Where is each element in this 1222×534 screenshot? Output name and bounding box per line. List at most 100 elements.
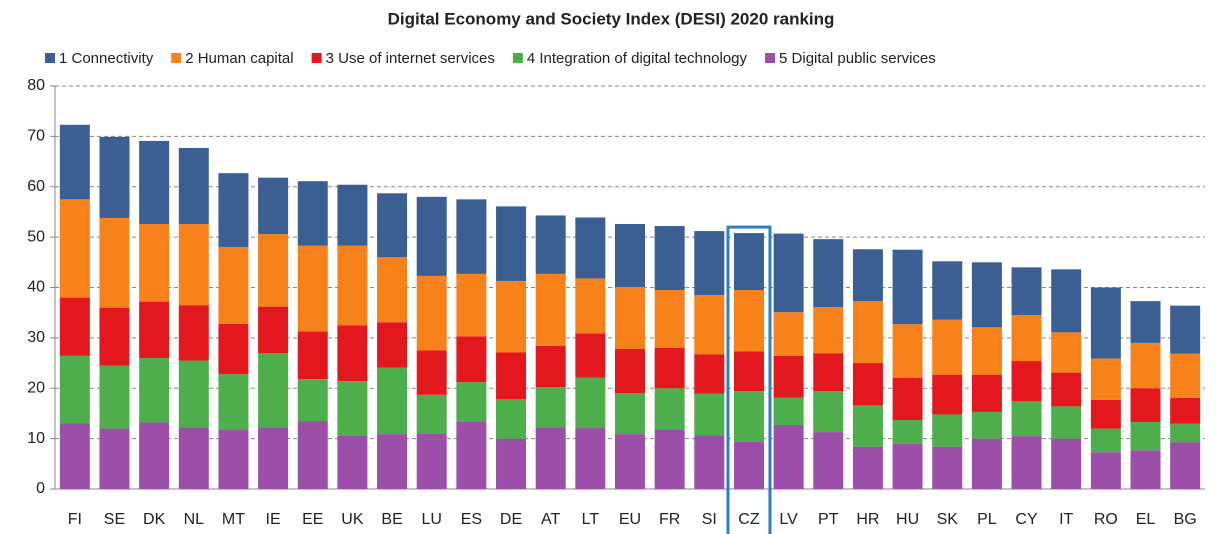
x-tick-label: BE (381, 511, 402, 528)
bar-segment (1011, 436, 1042, 489)
bar-segment (932, 319, 963, 375)
y-tick-label: 80 (27, 77, 45, 94)
bar-segment (258, 234, 289, 307)
bar-segment (258, 306, 289, 353)
bar-segment (1130, 422, 1161, 451)
bar-segment (932, 374, 963, 415)
bar-segment (416, 433, 447, 489)
y-tick-label: 30 (27, 329, 45, 346)
bar-segment (773, 397, 804, 426)
x-tick-label: PL (977, 511, 997, 528)
bar-segment (139, 422, 170, 489)
bar-segment (99, 365, 130, 429)
y-tick-label: 20 (27, 379, 45, 396)
bar-segment (654, 290, 685, 348)
bar-segment (456, 382, 487, 423)
bar-segment (258, 177, 289, 235)
legend-label: 2 Human capital (185, 50, 293, 67)
bar-segment (416, 350, 447, 395)
bar-segment (1130, 388, 1161, 423)
bar-segment (496, 399, 527, 439)
bar-segment (575, 333, 606, 378)
bar-segment (733, 391, 764, 442)
bar-segment (99, 217, 130, 308)
x-tick-label: RO (1094, 511, 1118, 528)
x-tick-label: DK (143, 511, 166, 528)
bar-segment (297, 421, 328, 489)
bar-segment (377, 257, 408, 323)
bar-segment (1170, 423, 1201, 443)
bar-segment (496, 206, 527, 281)
bar-segment (1090, 452, 1121, 489)
bar-segment (852, 249, 883, 302)
bar-segment (178, 147, 209, 225)
bar-segment (99, 428, 130, 489)
x-tick-label: LV (779, 511, 798, 528)
bar-segment (892, 377, 923, 420)
bar-segment (694, 393, 725, 436)
bar-segment (733, 351, 764, 392)
bar-segment (416, 196, 447, 276)
bar-segment (535, 427, 566, 489)
bar-segment (773, 356, 804, 398)
bar-segment (733, 233, 764, 291)
bar-segment (615, 224, 645, 287)
bar-segment (59, 355, 90, 424)
bar-segment (337, 435, 368, 489)
bar-segment (575, 377, 606, 429)
bar-segment (615, 348, 645, 394)
bar-segment (1051, 269, 1082, 333)
bar-segment (971, 374, 1002, 412)
x-tick-label: IT (1059, 511, 1073, 528)
bar-segment (892, 249, 923, 325)
x-tick-label: SI (702, 511, 717, 528)
bar-segment (178, 224, 209, 306)
y-tick-label: 0 (36, 480, 45, 497)
bar-segment (139, 301, 170, 359)
bar-segment (496, 438, 527, 489)
bar-segment (258, 427, 289, 489)
bar-segment (416, 275, 447, 351)
bar-segment (1170, 305, 1201, 354)
bar-segment (813, 432, 844, 489)
bar-segment (773, 233, 804, 313)
bar-segment (971, 411, 1002, 439)
legend-swatch (311, 53, 322, 63)
x-tick-label: LU (421, 511, 441, 528)
legend-swatch (765, 53, 776, 63)
y-tick-label: 50 (27, 228, 45, 245)
bar-segment (258, 352, 289, 428)
bar-segment (1011, 267, 1042, 316)
bar-segment (99, 136, 130, 218)
bar-segment (535, 215, 566, 274)
bar-segment (337, 325, 368, 382)
bar-segment (1090, 399, 1121, 429)
bar-segment (337, 381, 368, 436)
bar-segment (1090, 358, 1121, 400)
bar-segment (575, 217, 606, 279)
bar-segment (694, 295, 725, 355)
bar-segment (813, 391, 844, 433)
bar-segment (1051, 332, 1082, 373)
bar-segment (1090, 287, 1121, 359)
bar-segment (813, 239, 844, 308)
bar-segment (813, 307, 844, 354)
x-tick-label: CY (1015, 511, 1038, 528)
x-tick-label: MT (222, 511, 245, 528)
bar-segment (178, 305, 209, 361)
bar-segment (416, 394, 447, 434)
bar-segment (852, 405, 883, 447)
bar-segment (496, 352, 527, 400)
bar-segment (1170, 397, 1201, 424)
x-tick-label: EE (302, 511, 323, 528)
bar-segment (59, 199, 90, 298)
x-tick-label: HU (896, 511, 919, 528)
bar-segment (932, 414, 963, 447)
bar-segment (1011, 315, 1042, 362)
bar-segment (615, 434, 645, 489)
bar-segment (694, 435, 725, 489)
bar-segment (535, 273, 566, 346)
bar-segment (892, 443, 923, 489)
bar-segment (892, 324, 923, 378)
x-tick-label: FI (68, 511, 82, 528)
